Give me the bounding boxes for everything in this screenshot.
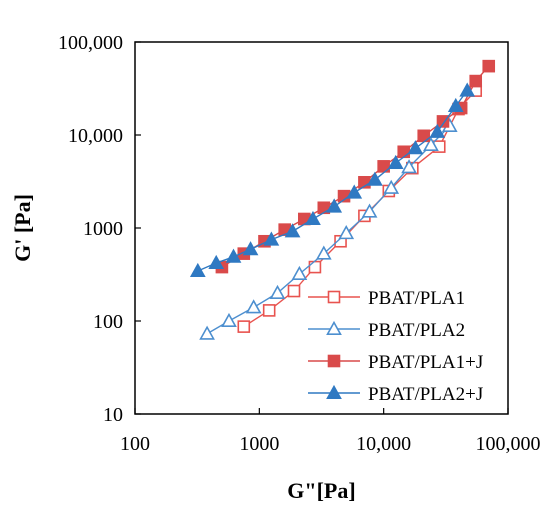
legend-item: PBAT/PLA2 [308, 320, 465, 341]
data-point [326, 198, 343, 213]
data-point [208, 254, 225, 270]
data-point [245, 299, 262, 314]
x-tick-label: 1000 [239, 433, 279, 455]
x-tick-label: 100 [120, 433, 150, 455]
series-2 [199, 117, 458, 340]
data-point [269, 284, 286, 300]
y-tick-label: 100 [93, 311, 123, 333]
data-point [387, 154, 404, 169]
data-point [225, 248, 242, 263]
data-point [429, 123, 446, 138]
data-point [397, 145, 411, 159]
series-4 [189, 82, 476, 277]
y-tick-label: 1000 [83, 218, 123, 240]
data-point [469, 74, 483, 88]
data-point [284, 223, 301, 238]
data-point [361, 203, 378, 218]
legend-marker [327, 290, 341, 304]
axes: 100 1000 10,000 100,000 10 100 1000 10,000 100,0… [10, 32, 541, 503]
legend-marker [327, 354, 341, 368]
legend-label: PBAT/PLA1+J [368, 352, 483, 373]
legend-item: PBAT/PLA1+J [308, 352, 483, 373]
legend-label: PBAT/PLA1 [368, 288, 465, 309]
legend-label: PBAT/PLA2+J [368, 384, 483, 405]
data-point [262, 304, 276, 317]
data-point [287, 284, 301, 298]
y-tick-label: 100,000 [58, 32, 123, 54]
data-point [338, 225, 355, 240]
x-tick-label: 100,000 [476, 433, 541, 455]
y-tick-label: 10,000 [68, 125, 123, 147]
data-point [459, 82, 476, 97]
y-tick-label: 10 [103, 404, 123, 426]
legend-label: PBAT/PLA2 [368, 320, 465, 341]
data-point [308, 260, 322, 274]
data-point [242, 241, 259, 256]
legend-marker [326, 384, 342, 400]
legend: PBAT/PLA1 PBAT/PLA2 PBAT/PLA1+J PBAT/PLA2+J [308, 288, 483, 405]
data-point [407, 140, 424, 155]
data-point [291, 265, 308, 281]
data-point [346, 184, 363, 199]
data-point [367, 171, 383, 186]
data-point [315, 245, 332, 260]
legend-marker [326, 320, 342, 336]
data-point [199, 325, 215, 340]
x-axis-title: G"[Pa] [287, 478, 355, 503]
legend-item: PBAT/PLA2+J [308, 384, 483, 405]
y-axis-title: G' [Pa] [10, 194, 35, 262]
legend-item: PBAT/PLA1 [308, 288, 465, 309]
data-point [436, 115, 450, 128]
data-point [237, 320, 251, 333]
data-point [189, 262, 206, 277]
series-3 [215, 59, 496, 274]
data-point [482, 59, 496, 73]
data-point [221, 312, 237, 328]
data-point [423, 136, 439, 152]
data-point [383, 179, 400, 194]
x-tick-label: 10,000 [356, 433, 411, 455]
data-point [305, 210, 321, 225]
data-point [401, 159, 417, 174]
data-point [263, 231, 280, 246]
series-line [197, 90, 468, 272]
data-point [447, 97, 464, 113]
series-group [189, 59, 496, 340]
